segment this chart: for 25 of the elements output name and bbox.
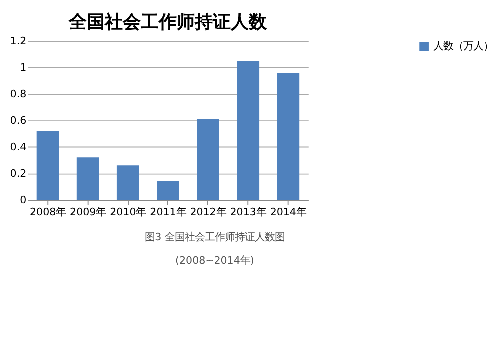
y-tick-label: 0 — [20, 194, 27, 206]
y-tick-label: 1 — [20, 62, 27, 74]
x-tick-label: 2010年 — [110, 206, 146, 218]
bar — [36, 131, 60, 200]
bar — [197, 119, 220, 200]
bar — [76, 158, 100, 200]
legend-label: 人数（万人） — [434, 40, 494, 53]
y-tick-label: 0.8 — [10, 88, 27, 100]
y-tick-label: 0.2 — [10, 168, 27, 180]
bar — [277, 72, 300, 200]
caption: 图3 全国社会工作师持证人数图 — [145, 232, 285, 244]
bar — [116, 166, 140, 200]
x-tick-label: 2014年 — [270, 206, 306, 218]
text: (2008~2014年) — [176, 255, 254, 268]
bar — [237, 61, 260, 200]
x-tick-label: 2013年 — [230, 206, 266, 218]
y-tick-label: 1.2 — [10, 35, 27, 48]
x-tick-label: 2011年 — [150, 206, 186, 218]
bar — [157, 182, 180, 200]
chart-title: 全国社会工作师持证人数 — [68, 12, 268, 34]
x-tick-label: 2008年 — [30, 206, 66, 218]
x-tick-label: 2009年 — [70, 206, 106, 218]
y-tick-label: 0.6 — [10, 114, 27, 127]
x-tick-label: 2012年 — [190, 206, 226, 218]
y-tick-label: 0.4 — [10, 141, 27, 154]
